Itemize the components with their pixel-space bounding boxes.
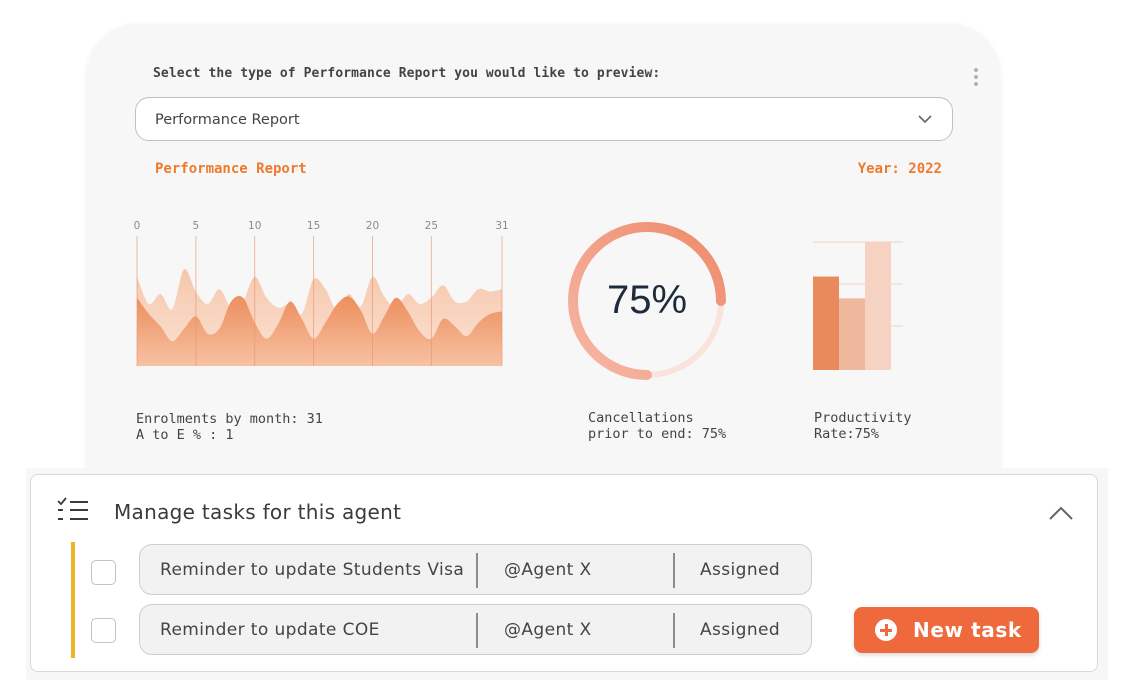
chevron-down-icon [918, 115, 932, 124]
bar [865, 242, 891, 370]
task-divider [673, 553, 675, 588]
bar [813, 276, 839, 370]
task-divider [476, 553, 478, 588]
x-tick-label: 25 [425, 220, 438, 232]
report-type-value: Performance Report [155, 112, 300, 128]
report-type-select[interactable]: Performance Report [135, 97, 953, 141]
tasks-accent-bar [71, 542, 75, 658]
manage-tasks-panel: Manage tasks for this agent Reminder to … [30, 474, 1098, 672]
x-tick-label: 31 [495, 220, 508, 232]
x-tick-label: 10 [248, 220, 261, 232]
task-title: Reminder to update Students Visa [160, 560, 465, 580]
cancellations-caption-line2: prior to end: 75% [588, 426, 727, 442]
report-type-prompt: Select the type of Performance Report yo… [153, 66, 661, 81]
task-agent: @Agent X [504, 620, 592, 640]
more-vertical-icon[interactable] [971, 68, 981, 92]
bar [839, 298, 865, 370]
task-list-icon [57, 497, 88, 520]
new-task-label: New task [913, 618, 1022, 642]
productivity-caption: Productivity Rate:75% [814, 410, 912, 442]
task-divider [476, 613, 478, 648]
task-row[interactable]: Reminder to update Students Visa @Agent … [139, 544, 812, 595]
task-status: Assigned [700, 620, 781, 640]
report-year: Year: 2022 [857, 161, 942, 177]
productivity-caption-line1: Productivity [814, 410, 912, 426]
cancellations-caption: Cancellations prior to end: 75% [588, 410, 726, 442]
task-row[interactable]: Reminder to update COE @Agent X Assigned [139, 604, 812, 655]
task-status: Assigned [700, 560, 781, 580]
productivity-bar-chart [813, 241, 903, 370]
cancellations-caption-line1: Cancellations [588, 410, 694, 426]
enrolments-caption-line1: Enrolments by month: 31 [136, 411, 323, 427]
x-tick-label: 5 [193, 220, 200, 232]
cancellations-donut-label: 75% [606, 278, 688, 322]
area-series-front [137, 296, 502, 366]
task-title: Reminder to update COE [160, 620, 380, 640]
x-tick-label: 15 [307, 220, 320, 232]
performance-report-card: Select the type of Performance Report yo… [87, 24, 1000, 544]
enrolments-caption-line2: A to E % : 1 [136, 427, 234, 443]
task-checkbox[interactable] [91, 560, 116, 585]
chevron-up-icon[interactable] [1047, 504, 1075, 522]
x-tick-label: 0 [134, 220, 141, 232]
plus-circle-icon [875, 619, 897, 641]
donut-value-arc [568, 222, 726, 380]
report-section-title: Performance Report [155, 161, 307, 177]
enrolments-area-chart: 0 5 10 15 20 25 31 [134, 220, 509, 366]
task-divider [673, 613, 675, 648]
task-checkbox[interactable] [91, 618, 116, 643]
task-agent: @Agent X [504, 560, 592, 580]
new-task-button[interactable]: New task [854, 607, 1039, 653]
enrolments-caption: Enrolments by month: 31 A to E % : 1 [136, 411, 323, 443]
cancellations-donut-chart [568, 222, 726, 380]
x-tick-label: 20 [366, 220, 379, 232]
productivity-caption-line2: Rate:75% [814, 426, 880, 442]
manage-tasks-title: Manage tasks for this agent [114, 500, 402, 524]
